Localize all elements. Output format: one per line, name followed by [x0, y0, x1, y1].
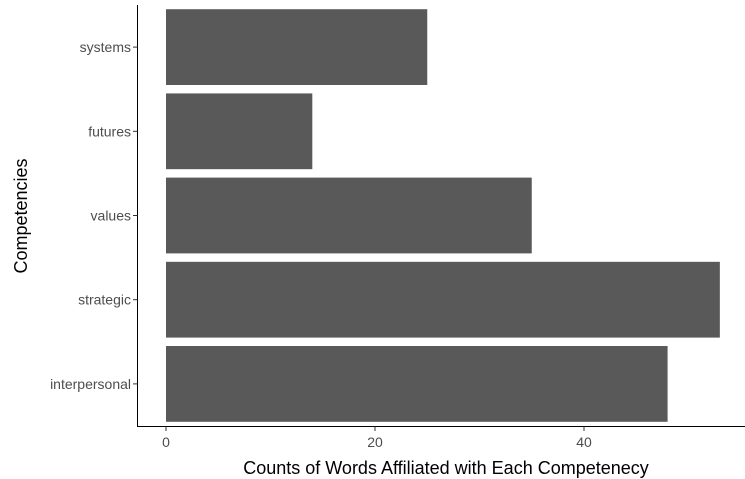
x-axis-title: Counts of Words Affiliated with Each Com…	[243, 458, 649, 478]
y-tick-label-futures: futures	[88, 123, 131, 139]
y-axis-title: Competencies	[11, 158, 31, 273]
bar-futures	[166, 93, 313, 170]
bar-interpersonal	[166, 346, 668, 422]
x-tick-label-0: 0	[162, 434, 170, 450]
bar-strategic	[166, 261, 720, 338]
x-axis-ticks: 0 20 40	[162, 426, 592, 450]
bar-values	[166, 177, 532, 254]
x-tick-label-20: 20	[367, 434, 383, 450]
y-tick-label-strategic: strategic	[78, 292, 131, 308]
y-tick-label-values: values	[91, 208, 131, 224]
x-tick-label-40: 40	[576, 434, 592, 450]
bars	[166, 9, 720, 422]
y-axis-ticks: interpersonal strategic values futures syste…	[50, 39, 138, 392]
y-tick-label-interpersonal: interpersonal	[50, 376, 131, 392]
y-tick-label-systems: systems	[80, 39, 131, 55]
bar-systems	[166, 9, 428, 85]
